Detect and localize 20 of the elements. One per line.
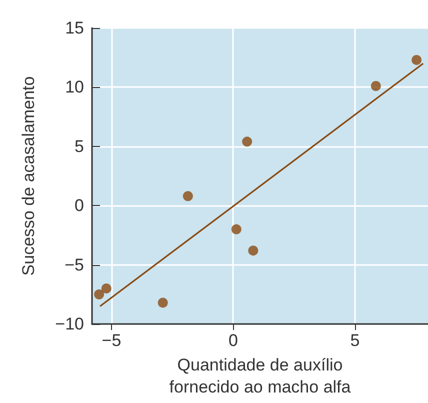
y-tick-label: 0 — [74, 196, 84, 216]
y-axis-title: Sucesso de acasalamento — [19, 76, 38, 276]
point — [248, 246, 258, 256]
x-axis-title: Quantidade de auxílio fornecido ao macho alfa — [169, 356, 352, 396]
point — [242, 136, 252, 147]
point — [158, 298, 168, 308]
point — [182, 191, 193, 202]
point — [101, 283, 112, 294]
y-tick-label: 10 — [65, 78, 84, 97]
y-tick-label: 15 — [65, 18, 84, 38]
point — [370, 81, 381, 92]
x-tick-label: 5 — [350, 331, 360, 350]
point — [94, 289, 104, 300]
x-tick-label: −5 — [102, 331, 122, 350]
y-tick-label: 5 — [74, 136, 84, 156]
point — [231, 224, 242, 234]
point — [412, 54, 422, 65]
x-tick-label: 0 — [228, 331, 238, 350]
y-tick-label: −10 — [55, 314, 84, 334]
y-tick-label: −5 — [64, 255, 84, 274]
